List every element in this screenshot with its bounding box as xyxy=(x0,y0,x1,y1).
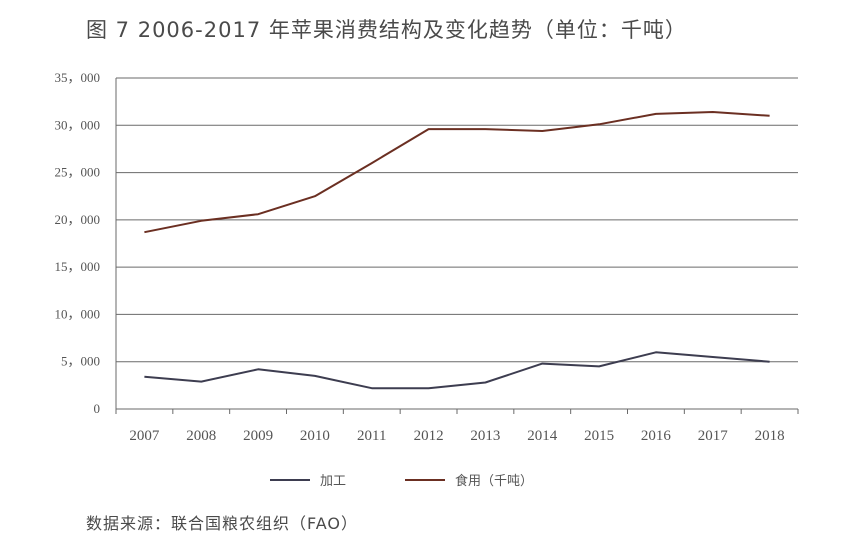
legend-label: 食用（千吨） xyxy=(455,473,533,489)
data-source: 数据来源：联合国粮农组织（FAO） xyxy=(86,514,358,533)
x-tick-label: 2017 xyxy=(698,428,729,444)
x-tick-label: 2013 xyxy=(470,428,500,444)
y-tick-label: 15，000 xyxy=(54,259,100,274)
x-tick-label: 2012 xyxy=(414,428,444,444)
series-line-2 xyxy=(144,111,770,234)
x-tick-label: 2007 xyxy=(129,428,160,444)
x-tick-label: 2014 xyxy=(527,428,558,444)
y-tick-label: 5，000 xyxy=(61,354,100,369)
x-tick-label: 2008 xyxy=(186,428,216,444)
y-tick-label: 35，000 xyxy=(54,70,100,85)
series-line-1 xyxy=(144,351,770,390)
y-tick-label: 20，000 xyxy=(54,212,100,227)
y-tick-label: 0 xyxy=(94,401,101,416)
x-tick-label: 2015 xyxy=(584,428,614,444)
y-tick-label: 25，000 xyxy=(54,165,100,180)
y-tick-label: 30，000 xyxy=(54,117,100,132)
y-tick-label: 10，000 xyxy=(54,306,100,321)
x-tick-label: 2009 xyxy=(243,428,273,444)
x-tick-label: 2016 xyxy=(641,428,672,444)
x-tick-label: 2011 xyxy=(357,428,386,444)
x-tick-label: 2010 xyxy=(300,428,330,444)
chart-title: 图 7 2006-2017 年苹果消费结构及变化趋势（单位：千吨） xyxy=(86,18,687,42)
x-tick-label: 2018 xyxy=(755,428,785,444)
legend-label: 加工 xyxy=(320,474,346,489)
